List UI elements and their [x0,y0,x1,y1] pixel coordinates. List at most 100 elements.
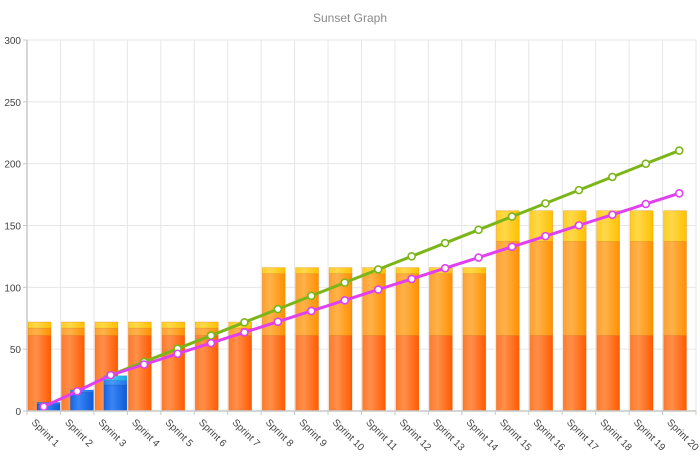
planned-bar-segment[interactable] [362,335,386,412]
line-point-marker[interactable] [72,386,82,396]
planned-bar-segment[interactable] [663,241,687,336]
line-point-marker[interactable] [39,402,49,411]
planned-bar-segment[interactable] [295,267,319,275]
line-point-marker[interactable] [608,210,617,220]
line-series [39,146,684,411]
line-point-marker[interactable] [474,225,483,235]
line-point-marker[interactable] [641,199,651,209]
line-point-marker[interactable] [373,265,383,274]
planned-bar-segment[interactable] [328,267,353,275]
line-point-marker[interactable] [206,338,216,348]
planned-bar-segment[interactable] [429,273,453,336]
line-point-marker[interactable] [440,263,450,273]
line-point-marker[interactable] [541,231,550,241]
line-point-marker[interactable] [206,331,216,340]
planned-bar-segment[interactable] [194,321,219,329]
y-tick-label: 0 [15,407,21,418]
planned-bar-segment[interactable] [462,335,487,412]
x-tick-label: Sprint 13 [430,417,466,453]
line-point-marker[interactable] [474,253,483,262]
planned-bar-segment[interactable] [261,335,286,412]
line-point-marker[interactable] [373,285,383,294]
y-tick-label: 150 [4,222,21,233]
planned-bar-segment[interactable] [395,273,420,336]
planned-bar-segment[interactable] [161,327,186,336]
planned-bar-segment[interactable] [462,267,487,275]
planned-bar-segment[interactable] [261,267,286,275]
line-point-marker[interactable] [574,185,584,195]
planned-bar-segment[interactable] [128,321,152,329]
x-tick-label: Sprint 3 [96,417,128,449]
line-point-marker[interactable] [307,291,316,301]
planned-bar-segment[interactable] [161,321,186,329]
planned-bar-segment[interactable] [27,327,52,336]
planned-bar-segment[interactable] [94,327,119,336]
completed-bar-segment[interactable] [103,384,128,412]
y-tick-label: 250 [4,98,21,109]
x-tick-label: Sprint 18 [598,417,634,453]
planned-bar-segment[interactable] [562,241,587,336]
line-point-marker[interactable] [340,278,350,287]
planned-bar-segment[interactable] [128,335,152,412]
line-point-marker[interactable] [407,274,416,284]
x-tick-label: Sprint 17 [564,417,600,453]
planned-bar-segment[interactable] [27,335,52,412]
x-tick-label: Sprint 20 [664,417,700,453]
planned-bar-segment[interactable] [395,267,420,275]
line-point-marker[interactable] [273,304,283,314]
line-point-marker[interactable] [407,251,416,261]
planned-bar-segment[interactable] [529,335,554,412]
line-point-marker[interactable] [273,317,283,327]
planned-bar-segment[interactable] [128,327,152,336]
planned-bar-segment[interactable] [228,335,252,412]
planned-bar-segment[interactable] [629,241,654,336]
line-point-marker[interactable] [641,159,651,168]
line-point-marker[interactable] [307,306,316,316]
planned-bar-segment[interactable] [61,321,85,329]
completed-bar-segment[interactable] [103,380,128,386]
planned-bar-segment[interactable] [629,210,654,242]
line-point-marker[interactable] [574,221,584,230]
x-tick-label: Sprint 10 [330,417,366,453]
planned-bar-segment[interactable] [27,321,52,329]
line-point-marker[interactable] [541,199,550,208]
planned-bar-segment[interactable] [395,335,420,412]
line-point-marker[interactable] [106,370,115,380]
x-tick-label: Sprint 2 [62,417,94,449]
line-point-marker[interactable] [240,318,249,327]
line-point-marker[interactable] [440,238,450,248]
x-tick-label: Sprint 1 [29,417,61,449]
line-point-marker[interactable] [173,349,182,359]
planned-bar-segment[interactable] [495,335,520,412]
line-point-marker[interactable] [340,296,350,305]
planned-bar-segment[interactable] [596,335,620,412]
planned-bar-segment[interactable] [495,241,520,336]
line-point-marker[interactable] [507,242,517,252]
line-point-marker[interactable] [507,212,517,221]
line-point-marker[interactable] [608,172,617,182]
planned-bar-segment[interactable] [663,335,687,412]
x-tick-label: Sprint 7 [230,417,262,449]
line-point-marker[interactable] [139,360,149,369]
x-tick-label: Sprint 9 [296,417,328,449]
planned-bar-segment[interactable] [562,335,587,412]
planned-bar-segment[interactable] [663,210,687,242]
x-tick-label: Sprint 4 [129,417,161,449]
planned-bar-segment[interactable] [94,321,119,329]
planned-bar-segment[interactable] [629,335,654,412]
planned-bar-segment[interactable] [61,327,85,336]
planned-bar-segment[interactable] [529,241,554,336]
line-point-marker[interactable] [674,146,684,155]
trend-line [110,149,680,377]
planned-bar-segment[interactable] [462,273,487,336]
planned-bar-segment[interactable] [295,335,319,412]
planned-bar-segment[interactable] [295,273,319,336]
x-tick-label: Sprint 19 [631,417,667,453]
line-point-marker[interactable] [240,328,249,337]
line-point-marker[interactable] [674,189,684,198]
planned-bar-segment[interactable] [429,335,453,412]
planned-bar-segment[interactable] [328,335,353,412]
planned-bar-segment[interactable] [596,241,620,336]
planned-bar-segment[interactable] [362,273,386,336]
completed-bar-segment[interactable] [70,392,94,412]
